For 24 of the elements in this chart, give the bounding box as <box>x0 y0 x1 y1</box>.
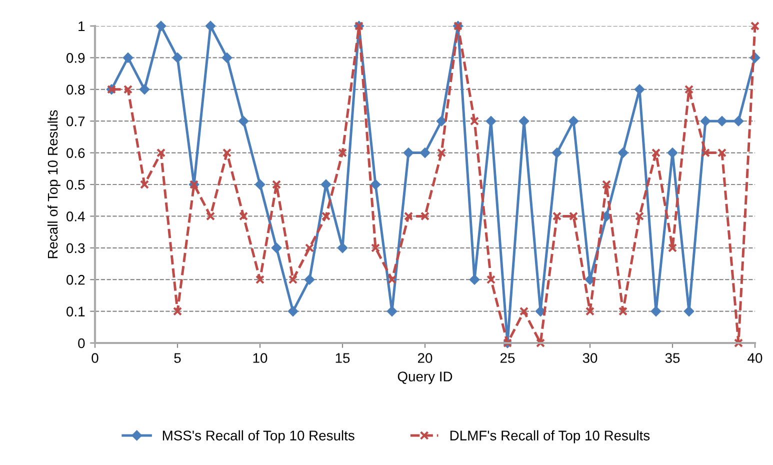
legend-label: DLMF's Recall of Top 10 Results <box>450 430 650 444</box>
y-tick-label: 0.5 <box>66 180 85 190</box>
x-axis-title: Query ID <box>398 372 452 384</box>
y-tick-label: 0.2 <box>66 274 85 285</box>
y-tick-label: 0.6 <box>66 148 85 158</box>
x-tick-label: 10 <box>253 353 268 363</box>
y-tick-label: 0.3 <box>66 243 85 254</box>
y-tick-label: 0.1 <box>66 306 85 316</box>
legend-label: MSS's Recall of Top 10 Results <box>162 430 354 444</box>
y-axis-title: Recall of Top 10 Results <box>47 110 60 258</box>
x-tick-label: 20 <box>418 353 432 363</box>
x-tick-label: 40 <box>748 353 762 363</box>
x-tick-label: 35 <box>665 353 680 363</box>
y-tick-label: 1 <box>78 21 85 32</box>
x-tick-label: 0 <box>92 353 98 363</box>
x-tick-label: 25 <box>500 353 515 363</box>
y-tick-label: 0.8 <box>66 84 85 95</box>
y-tick-label: 0.7 <box>66 116 85 126</box>
x-tick-label: 30 <box>582 353 598 363</box>
y-tick-label: 0.9 <box>66 53 85 63</box>
x-tick-label: 5 <box>174 353 181 363</box>
y-tick-label: 0.4 <box>66 212 85 222</box>
x-tick-label: 15 <box>336 353 350 363</box>
y-tick-label: 0 <box>78 338 85 348</box>
